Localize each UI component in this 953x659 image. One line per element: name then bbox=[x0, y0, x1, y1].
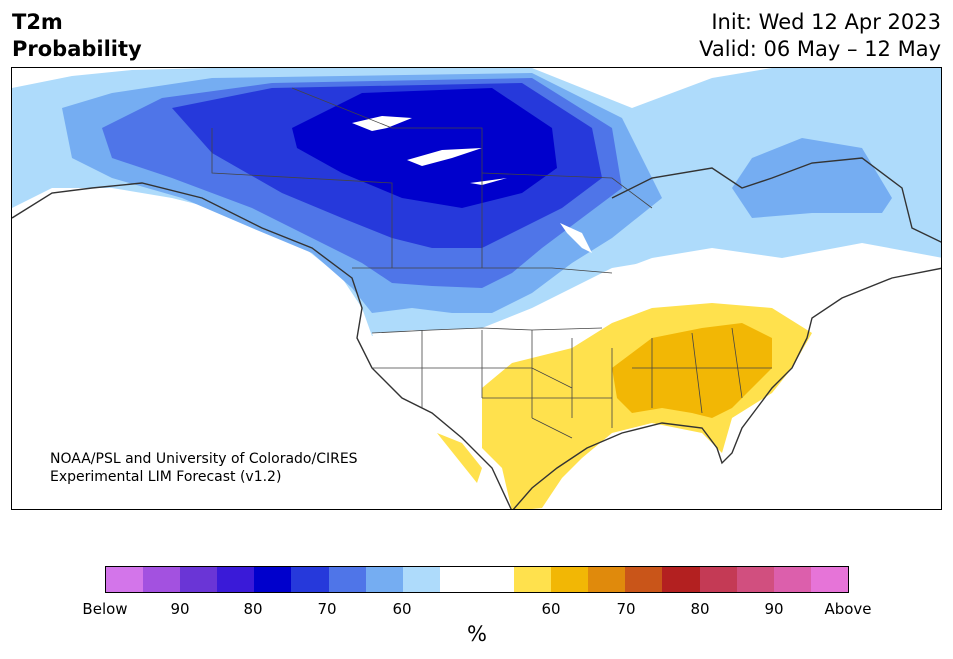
colorbar-tick-label: 70 bbox=[317, 600, 337, 618]
colorbar-tick-label: 90 bbox=[764, 600, 784, 618]
colorbar-tick-label: 80 bbox=[243, 600, 263, 618]
colorbar-swatch bbox=[402, 567, 440, 592]
colorbar-tick-label: 90 bbox=[170, 600, 190, 618]
credit-line1: NOAA/PSL and University of Colorado/CIRE… bbox=[50, 451, 358, 467]
colorbar-swatch bbox=[328, 567, 366, 592]
colorbar-swatch bbox=[551, 567, 589, 592]
valid-range: Valid: 06 May – 12 May bbox=[699, 37, 941, 61]
colorbar-tick-label: 60 bbox=[541, 600, 561, 618]
coastlines bbox=[12, 157, 941, 509]
map-svg bbox=[12, 68, 941, 509]
colorbar-swatch bbox=[143, 567, 181, 592]
colorbar-tick-label: 80 bbox=[690, 600, 710, 618]
great-slave-lake bbox=[407, 148, 482, 166]
colorbar-swatch bbox=[254, 567, 292, 592]
forecast-map: NOAA/PSL and University of Colorado/CIRE… bbox=[11, 67, 942, 510]
colorbar-tick-label: Above bbox=[824, 600, 872, 618]
colorbar bbox=[105, 566, 849, 593]
colorbar-tick-label: 60 bbox=[392, 600, 412, 618]
chart-title: T2m Probability bbox=[12, 9, 142, 63]
lake-athabasca bbox=[470, 178, 507, 185]
colorbar-swatch bbox=[773, 567, 811, 592]
colorbar-swatch bbox=[662, 567, 700, 592]
colorbar-swatch bbox=[180, 567, 218, 592]
below-95-region bbox=[292, 88, 557, 208]
colorbar-swatch bbox=[625, 567, 663, 592]
colorbar-swatch bbox=[365, 567, 403, 592]
colorbar-swatch bbox=[588, 567, 626, 592]
colorbar-swatch bbox=[217, 567, 255, 592]
credit-line2: Experimental LIM Forecast (v1.2) bbox=[50, 469, 282, 485]
colorbar-swatch bbox=[699, 567, 737, 592]
init-date: Init: Wed 12 Apr 2023 bbox=[711, 10, 941, 34]
colorbar-swatch bbox=[810, 567, 848, 592]
political-borders bbox=[211, 87, 772, 439]
normal-region bbox=[372, 258, 772, 413]
title-type: Probability bbox=[12, 37, 142, 61]
credit-text: NOAA/PSL and University of Colorado/CIRE… bbox=[50, 450, 358, 486]
colorbar-swatch bbox=[291, 567, 329, 592]
chart-dates: Init: Wed 12 Apr 2023 Valid: 06 May – 12… bbox=[699, 9, 941, 63]
colorbar-swatch bbox=[476, 567, 515, 592]
great-bear-lake bbox=[352, 116, 412, 131]
title-variable: T2m bbox=[12, 10, 63, 34]
colorbar-unit: % bbox=[467, 622, 487, 646]
colorbar-tick-label: 70 bbox=[616, 600, 636, 618]
lake-winnipeg bbox=[560, 223, 592, 253]
colorbar-swatch bbox=[439, 567, 477, 592]
colorbar-swatch bbox=[514, 567, 552, 592]
colorbar-swatch bbox=[736, 567, 774, 592]
colorbar-swatch bbox=[106, 567, 144, 592]
colorbar-tick-label: Below bbox=[82, 600, 128, 618]
